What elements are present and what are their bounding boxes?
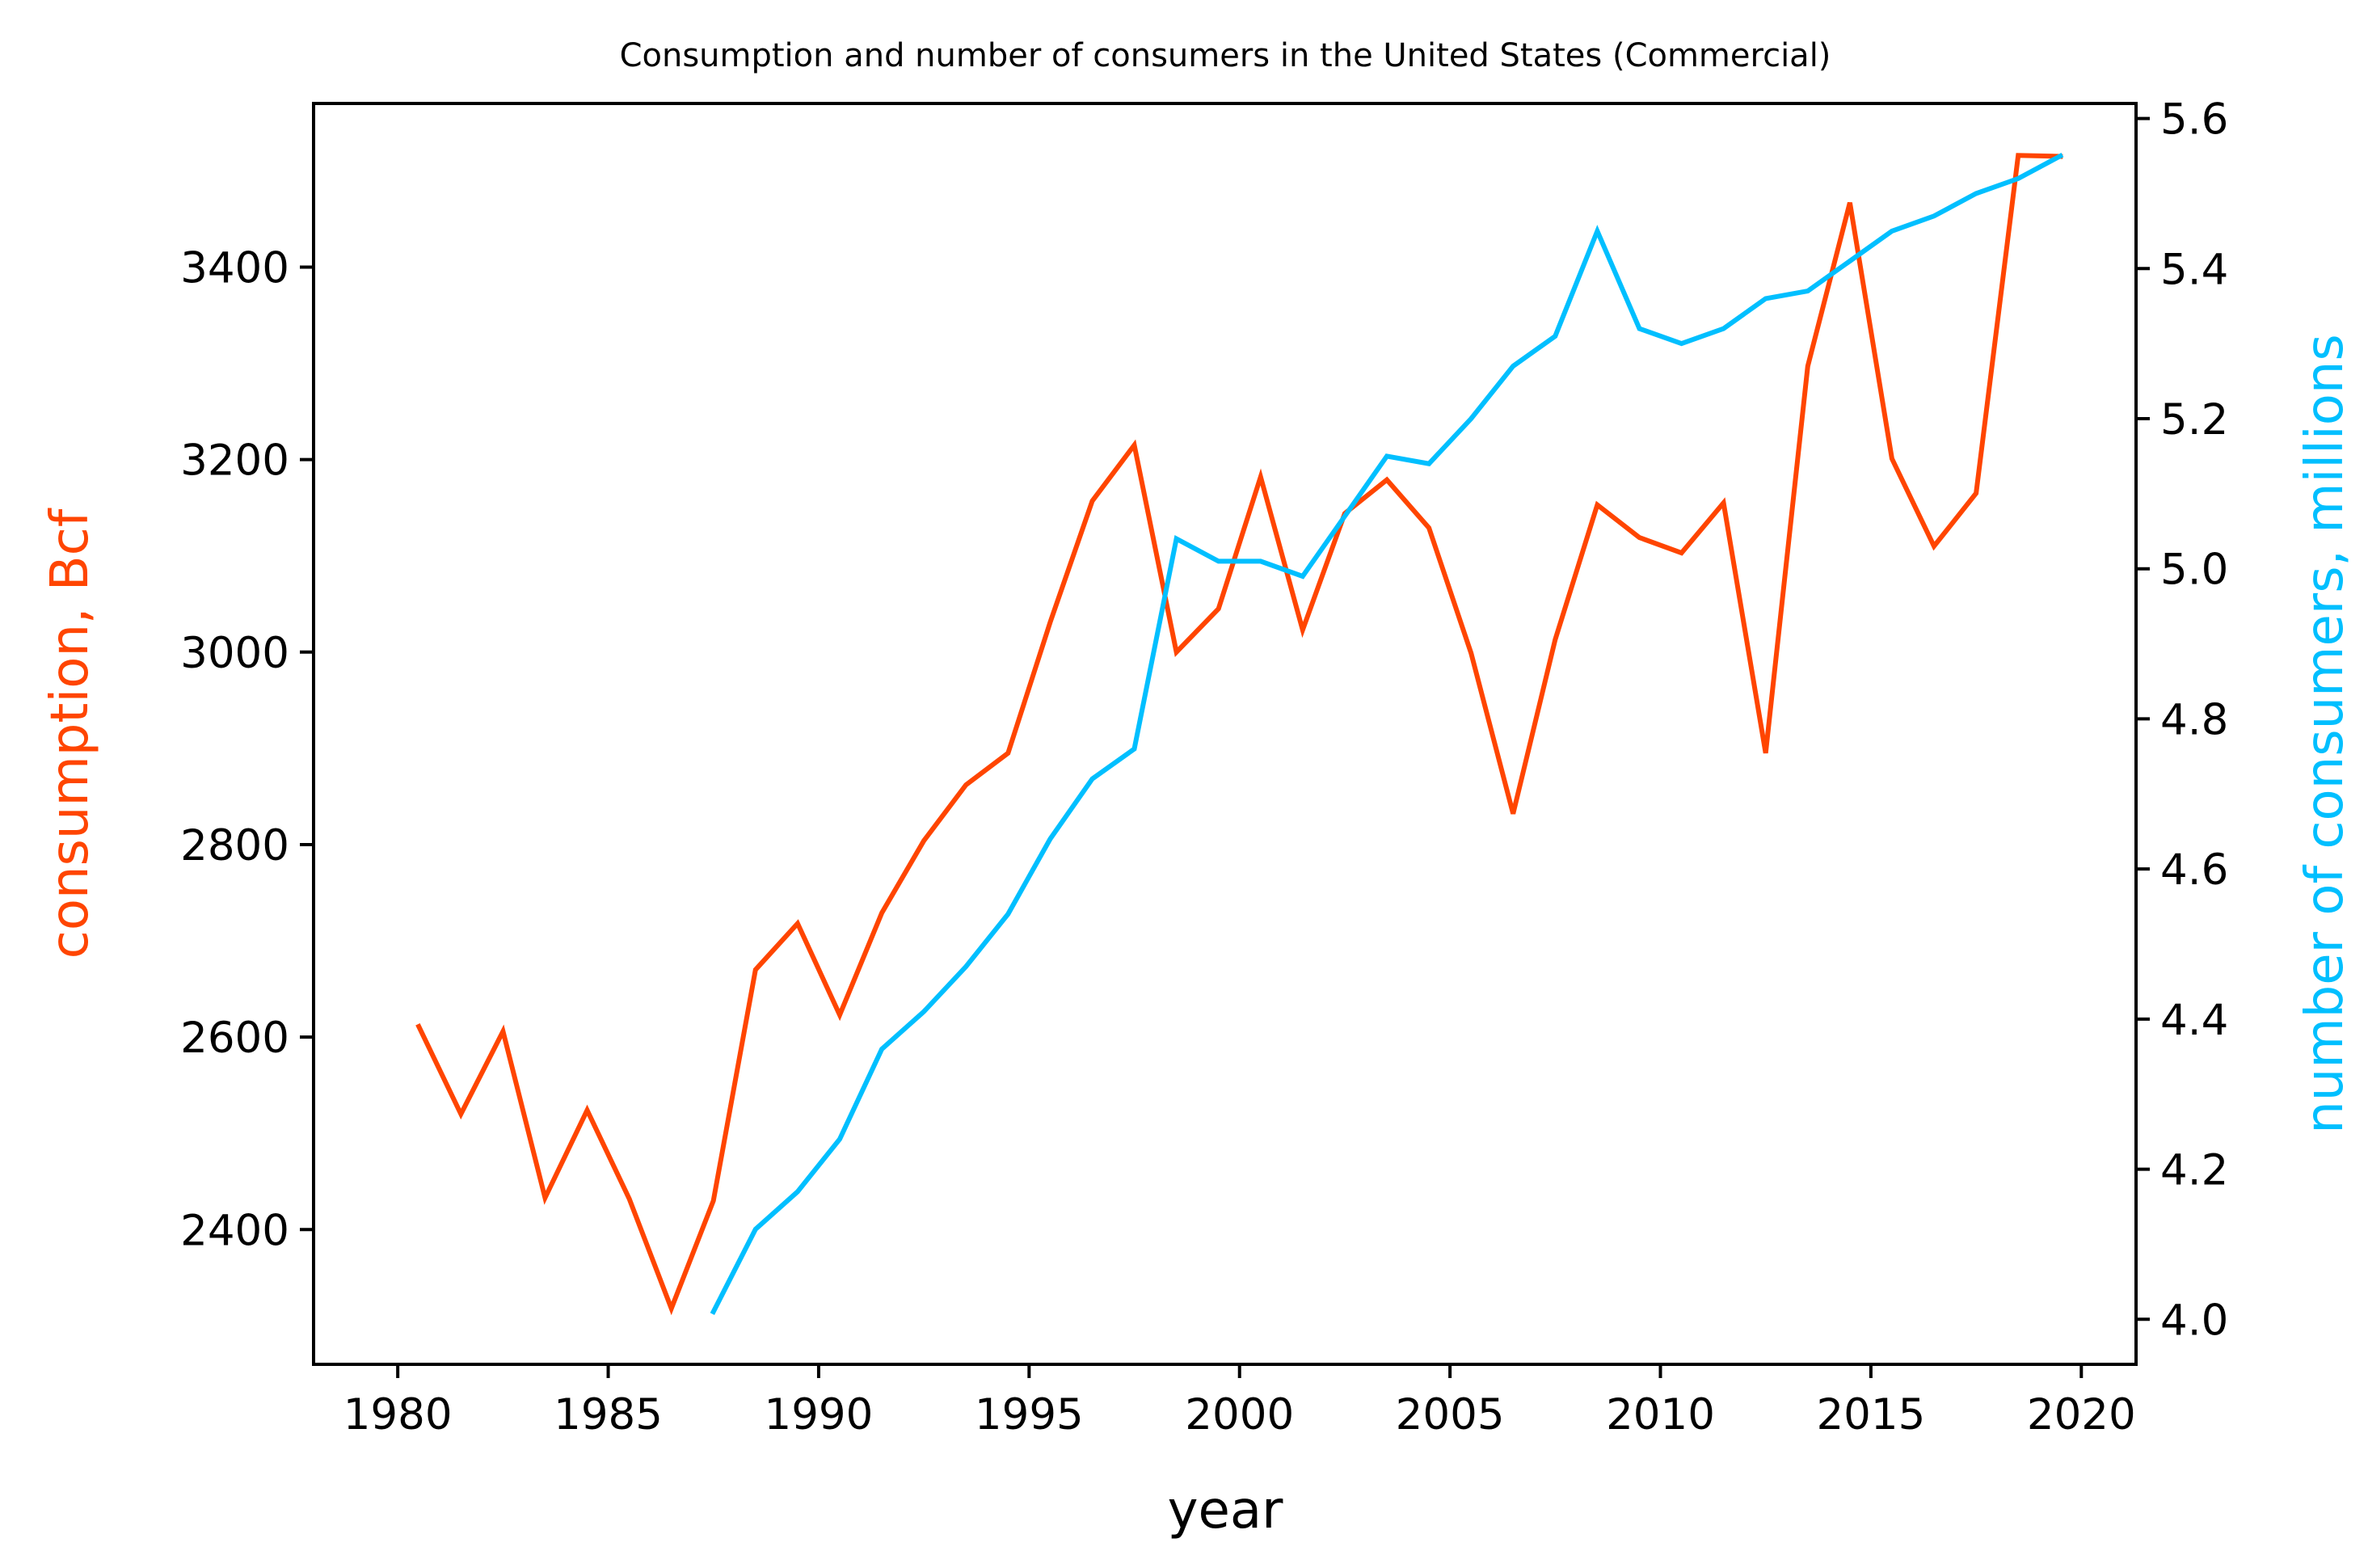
y-left-tick-label: 2600 [180, 1014, 289, 1063]
y-right-tick-label: 4.8 [2160, 695, 2228, 744]
y-left-tick-label: 3400 [180, 243, 289, 293]
x-tick-label: 2020 [2027, 1390, 2136, 1439]
y-axis-right-title: number of consumers, millions [2295, 334, 2355, 1134]
x-tick-label: 1980 [343, 1390, 453, 1439]
y-right-tick-label: 5.6 [2160, 95, 2228, 145]
y-right-tick-label: 5.0 [2160, 546, 2228, 595]
y-left-tick-label: 2400 [180, 1206, 289, 1255]
y-axis-left-title: consumption, Bcf [40, 508, 100, 959]
consumers-series-line [710, 152, 2064, 1316]
x-tick-label: 2005 [1396, 1390, 1505, 1439]
axes-ticks: 1980 1985 1990 1995 2000 2005 2010 2015 2020 2400… [180, 95, 2228, 1439]
y-right-tick-label: 5.2 [2160, 395, 2228, 445]
x-tick-label: 2015 [1816, 1390, 1925, 1439]
y-right-tick-label: 4.2 [2160, 1146, 2228, 1195]
y-right-tick-label: 4.4 [2160, 996, 2228, 1045]
y-left-tick-label: 2800 [180, 821, 289, 870]
y-right-tick-label: 4.6 [2160, 845, 2228, 895]
y-right-tick-label: 4.0 [2160, 1296, 2228, 1345]
x-tick-label: 2010 [1606, 1390, 1715, 1439]
data-lines [415, 152, 2064, 1316]
x-axis-title: year [1168, 1481, 1283, 1541]
x-tick-label: 1995 [975, 1390, 1084, 1439]
x-tick-label: 1985 [554, 1390, 663, 1439]
x-tick-label: 2000 [1185, 1390, 1294, 1439]
x-tick-label: 1990 [764, 1390, 873, 1439]
y-right-tick-label: 5.4 [2160, 245, 2228, 294]
chart-title: Consumption and number of consumers in t… [620, 37, 1831, 74]
consumption-series-line [415, 153, 2063, 1316]
plot-frame [312, 102, 2138, 1366]
y-left-tick-label: 3000 [180, 629, 289, 678]
y-left-tick-label: 3200 [180, 436, 289, 486]
